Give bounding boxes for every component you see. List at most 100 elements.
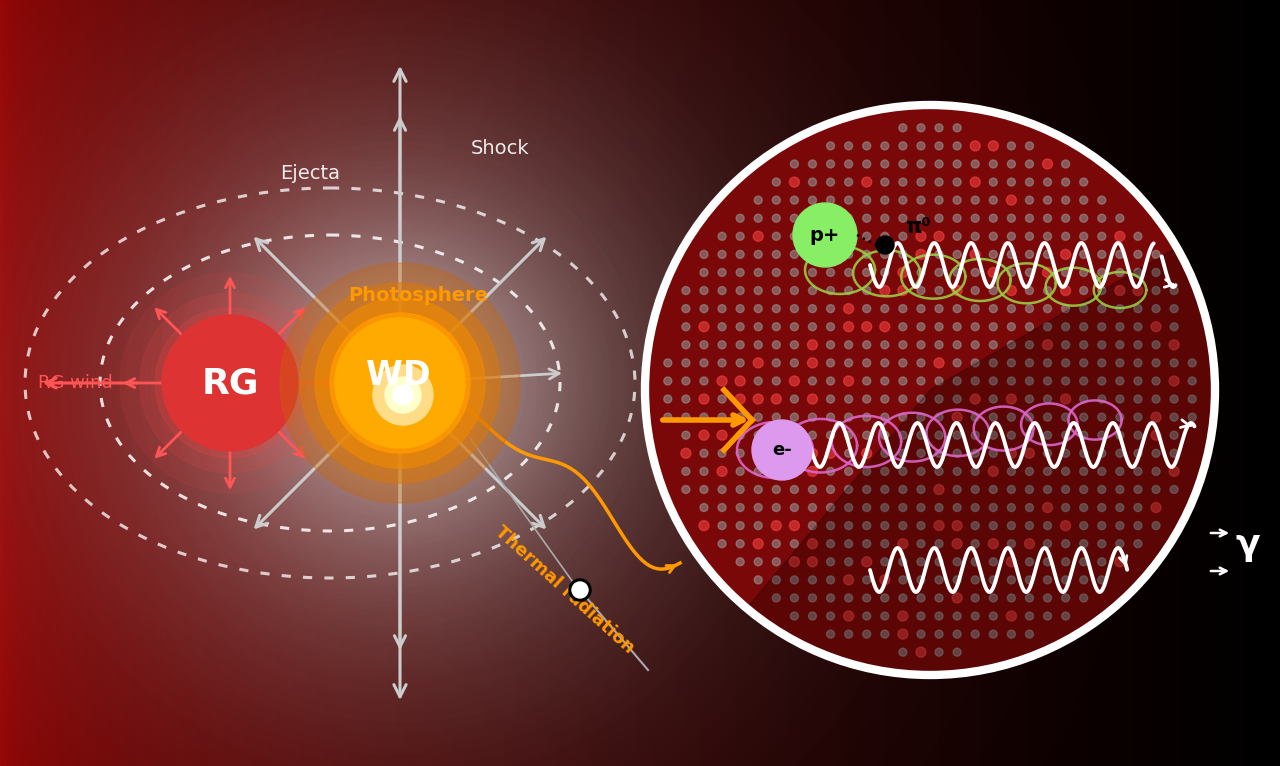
Circle shape xyxy=(385,377,421,413)
Circle shape xyxy=(699,430,709,440)
Circle shape xyxy=(881,413,888,421)
Circle shape xyxy=(1134,431,1142,439)
Circle shape xyxy=(970,250,980,260)
Circle shape xyxy=(1151,412,1161,422)
Circle shape xyxy=(827,486,835,493)
Circle shape xyxy=(916,522,925,529)
Circle shape xyxy=(1025,160,1033,168)
Circle shape xyxy=(1025,305,1033,313)
Circle shape xyxy=(772,431,781,439)
Circle shape xyxy=(754,467,762,476)
Circle shape xyxy=(736,522,744,529)
Circle shape xyxy=(163,315,298,451)
Circle shape xyxy=(393,385,413,405)
Circle shape xyxy=(916,467,925,476)
Circle shape xyxy=(808,448,818,458)
Circle shape xyxy=(1043,286,1052,295)
Circle shape xyxy=(1170,286,1178,295)
Circle shape xyxy=(881,142,888,150)
Circle shape xyxy=(754,196,762,204)
Circle shape xyxy=(845,431,852,439)
Circle shape xyxy=(645,105,1215,675)
Circle shape xyxy=(1133,286,1143,296)
Circle shape xyxy=(936,612,943,620)
Circle shape xyxy=(718,395,726,403)
Circle shape xyxy=(863,341,870,349)
Circle shape xyxy=(863,630,870,638)
Circle shape xyxy=(1080,322,1088,331)
Circle shape xyxy=(1007,377,1015,385)
Circle shape xyxy=(845,522,852,529)
Circle shape xyxy=(1115,286,1125,296)
Circle shape xyxy=(952,521,963,531)
Circle shape xyxy=(1080,413,1088,421)
Circle shape xyxy=(863,486,870,493)
Circle shape xyxy=(1025,522,1033,529)
Circle shape xyxy=(809,232,817,241)
Circle shape xyxy=(989,232,997,241)
Circle shape xyxy=(682,286,690,295)
Circle shape xyxy=(790,160,799,168)
Circle shape xyxy=(916,268,925,277)
Circle shape xyxy=(936,413,943,421)
Circle shape xyxy=(790,214,799,222)
Circle shape xyxy=(988,267,998,277)
Circle shape xyxy=(936,431,943,439)
Circle shape xyxy=(1116,540,1124,548)
Circle shape xyxy=(899,142,906,150)
Circle shape xyxy=(827,467,835,476)
Circle shape xyxy=(700,450,708,457)
Circle shape xyxy=(1025,612,1033,620)
Circle shape xyxy=(1043,413,1052,421)
Circle shape xyxy=(954,341,961,349)
Circle shape xyxy=(1043,395,1052,403)
Circle shape xyxy=(989,250,997,258)
Circle shape xyxy=(155,308,305,458)
Circle shape xyxy=(881,450,888,457)
Circle shape xyxy=(1007,540,1015,548)
Circle shape xyxy=(1080,395,1088,403)
Circle shape xyxy=(972,341,979,349)
Circle shape xyxy=(1134,377,1142,385)
Circle shape xyxy=(916,647,925,657)
Circle shape xyxy=(1007,467,1015,476)
Circle shape xyxy=(1025,286,1033,295)
Circle shape xyxy=(790,177,800,187)
Circle shape xyxy=(682,322,690,331)
Circle shape xyxy=(1134,540,1142,548)
Circle shape xyxy=(790,232,799,241)
Circle shape xyxy=(1188,377,1197,385)
Circle shape xyxy=(899,305,906,313)
Circle shape xyxy=(916,395,925,403)
Circle shape xyxy=(936,450,943,457)
Circle shape xyxy=(1098,268,1106,277)
Circle shape xyxy=(845,467,852,476)
Circle shape xyxy=(1116,450,1124,457)
Circle shape xyxy=(897,538,908,548)
Circle shape xyxy=(1043,486,1052,493)
Circle shape xyxy=(827,594,835,602)
Circle shape xyxy=(1025,359,1033,367)
Circle shape xyxy=(790,521,800,531)
Circle shape xyxy=(954,250,961,258)
Circle shape xyxy=(881,178,888,186)
Circle shape xyxy=(827,431,835,439)
Circle shape xyxy=(1152,305,1160,313)
Circle shape xyxy=(120,273,340,493)
Circle shape xyxy=(1025,142,1033,150)
Circle shape xyxy=(664,413,672,421)
Circle shape xyxy=(936,377,943,385)
Circle shape xyxy=(916,540,925,548)
Circle shape xyxy=(1098,503,1106,512)
Circle shape xyxy=(772,576,781,584)
Circle shape xyxy=(972,214,979,222)
Circle shape xyxy=(809,214,817,222)
Circle shape xyxy=(736,341,744,349)
Circle shape xyxy=(682,395,690,403)
Circle shape xyxy=(881,196,888,204)
Circle shape xyxy=(1043,214,1052,222)
Circle shape xyxy=(1152,359,1160,367)
Circle shape xyxy=(809,522,817,529)
Circle shape xyxy=(881,540,888,548)
Circle shape xyxy=(790,486,799,493)
